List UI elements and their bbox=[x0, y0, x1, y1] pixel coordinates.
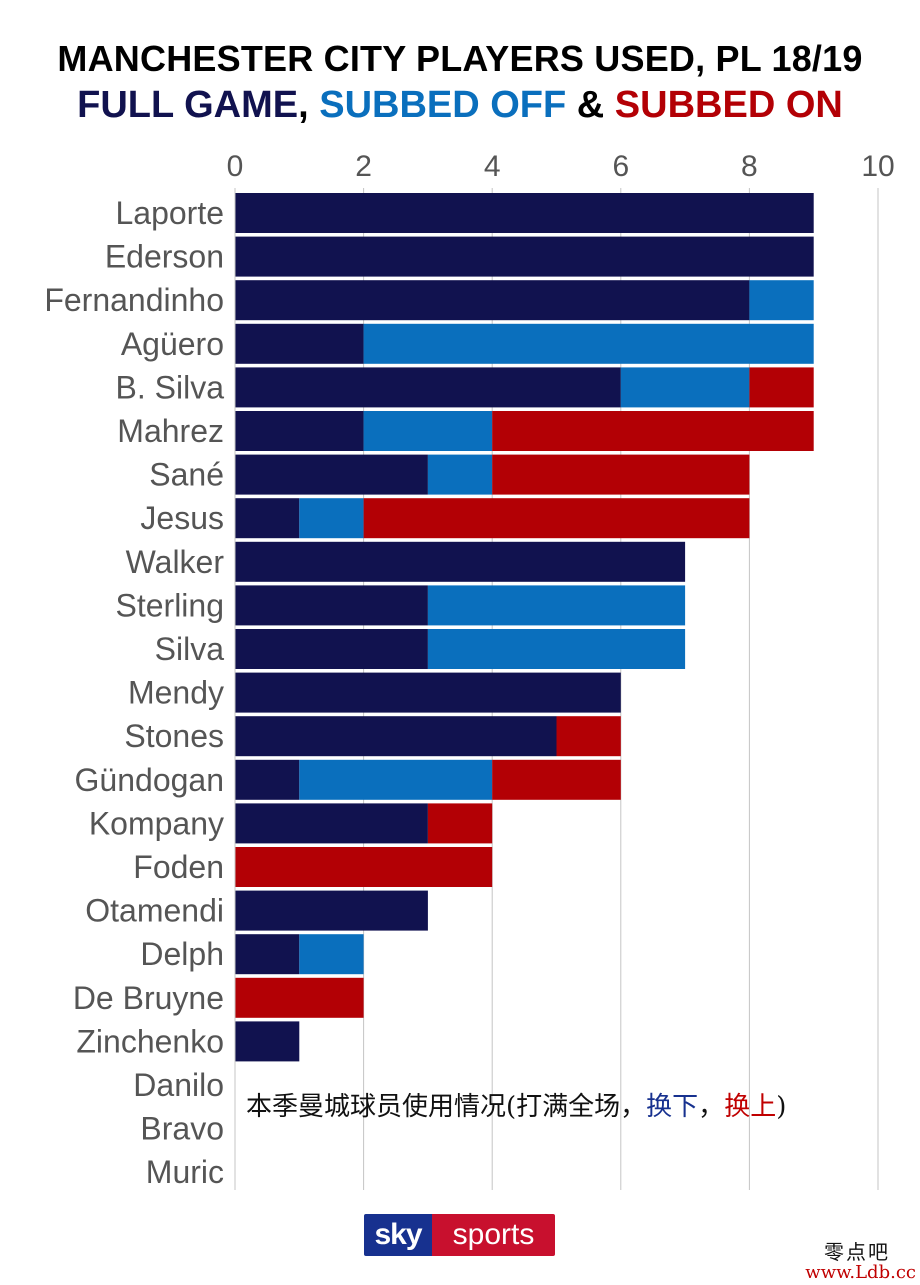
legend-ampersand: & bbox=[566, 84, 615, 126]
sky-sports-logo: sky sports bbox=[364, 1214, 555, 1256]
bar-subbed-off bbox=[427, 585, 686, 626]
bar-full-game bbox=[235, 803, 428, 844]
legend-line: FULL GAME, SUBBED OFF & SUBBED ON bbox=[0, 84, 920, 127]
bar-full-game bbox=[235, 716, 557, 757]
bar-subbed-on bbox=[235, 847, 493, 887]
category-label: Gündogan bbox=[75, 762, 224, 798]
bar-full-game bbox=[235, 934, 300, 975]
x-tick-label: 8 bbox=[741, 150, 758, 183]
category-label: Sané bbox=[149, 457, 224, 493]
bar-subbed-off bbox=[427, 454, 493, 495]
category-label: Zinchenko bbox=[76, 1023, 224, 1059]
x-tick-label: 6 bbox=[612, 150, 629, 183]
x-tick-label: 4 bbox=[484, 150, 501, 183]
bar-full-game bbox=[235, 541, 686, 582]
chart-title: MANCHESTER CITY PLAYERS USED, PL 18/19 bbox=[57, 38, 863, 79]
bar-subbed-off bbox=[427, 629, 686, 669]
category-label: Ederson bbox=[105, 239, 224, 275]
bar-full-game bbox=[235, 759, 300, 800]
category-label: Delph bbox=[140, 936, 224, 972]
legend-separator: , bbox=[298, 84, 320, 126]
legend-subbed-on: SUBBED ON bbox=[614, 84, 843, 126]
legend-full-game: FULL GAME bbox=[77, 84, 299, 126]
bar-subbed-off bbox=[299, 759, 493, 800]
category-label: Muric bbox=[146, 1154, 224, 1190]
bar-subbed-on bbox=[556, 716, 621, 757]
logo-sports: sports bbox=[432, 1214, 555, 1256]
category-label: Stones bbox=[124, 718, 224, 754]
bar-full-game bbox=[235, 411, 364, 451]
bar-subbed-on bbox=[427, 803, 493, 844]
category-label: Bravo bbox=[140, 1111, 224, 1147]
bar-subbed-on bbox=[492, 411, 814, 451]
stacked-bar-chart: 0 2 4 6 8 10 Laporte Ederson Fernandinho Agüero B.… bbox=[44, 150, 894, 1190]
annotation-sep: ， bbox=[698, 1092, 725, 1122]
x-tick-label: 2 bbox=[355, 150, 372, 183]
bar-full-game bbox=[235, 629, 428, 669]
annotation-off: 换下 bbox=[646, 1092, 699, 1122]
bar-subbed-on bbox=[492, 759, 621, 800]
x-tick-label: 0 bbox=[227, 150, 244, 183]
bar-subbed-on bbox=[492, 454, 750, 495]
category-label: Danilo bbox=[133, 1067, 224, 1103]
bar-full-game bbox=[235, 454, 428, 495]
bar-full-game bbox=[235, 193, 814, 233]
category-label: De Bruyne bbox=[73, 980, 224, 1016]
category-label: Jesus bbox=[140, 500, 224, 536]
category-label: Walker bbox=[126, 544, 225, 580]
category-label: Fernandinho bbox=[44, 282, 224, 318]
bar-subbed-off bbox=[299, 498, 364, 539]
category-label: Kompany bbox=[89, 805, 224, 841]
bar-full-game bbox=[235, 280, 750, 321]
bar-full-game bbox=[235, 672, 621, 713]
annotation-main: 本季曼城球员使用情况(打满全场， bbox=[246, 1092, 647, 1122]
bar-subbed-on bbox=[235, 977, 364, 1018]
annotation-on: 换上 bbox=[724, 1092, 777, 1122]
bar-full-game bbox=[235, 890, 428, 931]
watermark-url: www.Ldb.cc bbox=[805, 1262, 916, 1283]
legend-subbed-off: SUBBED OFF bbox=[319, 84, 567, 126]
logo-sky: sky bbox=[364, 1214, 432, 1256]
category-label: Otamendi bbox=[85, 893, 224, 929]
bar-subbed-off bbox=[299, 934, 364, 975]
bar-full-game bbox=[235, 585, 428, 626]
category-label: Mendy bbox=[128, 675, 224, 711]
bar-subbed-on bbox=[749, 367, 814, 408]
category-label: Mahrez bbox=[117, 413, 224, 449]
x-tick-label: 10 bbox=[861, 150, 894, 183]
chart-annotation: 本季曼城球员使用情况(打满全场，换下，换上) bbox=[246, 1086, 786, 1123]
bar-subbed-off bbox=[363, 411, 493, 451]
bar-full-game bbox=[235, 236, 814, 277]
category-label: Sterling bbox=[116, 587, 225, 623]
bar-subbed-off bbox=[749, 280, 814, 321]
bar-full-game bbox=[235, 323, 364, 364]
annotation-end: ) bbox=[776, 1092, 787, 1122]
bar-full-game bbox=[235, 1021, 300, 1062]
bar-subbed-on bbox=[363, 498, 750, 539]
category-label: Agüero bbox=[121, 326, 224, 362]
bar-subbed-off bbox=[620, 367, 750, 408]
bar-subbed-off bbox=[363, 323, 814, 364]
bar-full-game bbox=[235, 498, 300, 539]
bar-full-game bbox=[235, 367, 621, 408]
category-label: Silva bbox=[155, 631, 225, 667]
category-label: B. Silva bbox=[116, 369, 225, 405]
category-label: Foden bbox=[133, 849, 224, 885]
category-label: Laporte bbox=[115, 195, 224, 231]
watermark-text: 零点吧 bbox=[824, 1240, 890, 1264]
